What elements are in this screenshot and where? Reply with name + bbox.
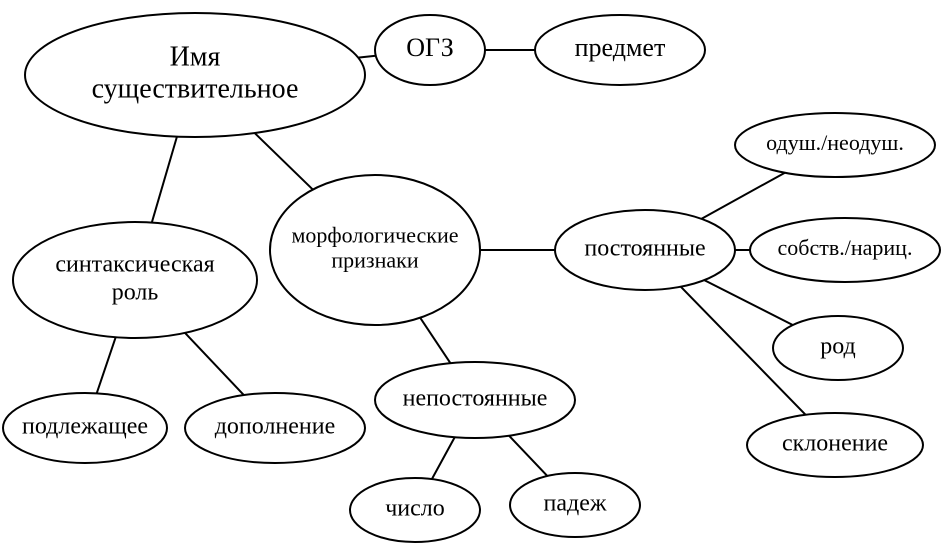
node-nonconstant-label-0: непостоянные: [403, 386, 548, 412]
node-morph-label-0: морфологические: [291, 222, 458, 247]
edge-nonconstant-case: [509, 436, 547, 476]
node-gender: род: [773, 316, 903, 380]
node-predmet: предмет: [535, 15, 705, 85]
edge-root-morph: [255, 133, 313, 190]
node-animate: одуш./неодуш.: [735, 113, 935, 177]
node-morph: морфологическиепризнаки: [270, 175, 480, 325]
node-root-label-0: Имя: [170, 41, 221, 72]
edge-root-ogz: [358, 56, 376, 58]
node-ogz: ОГЗ: [375, 15, 485, 85]
edge-morph-nonconstant: [420, 318, 450, 363]
node-syntax-label-1: роль: [112, 279, 159, 305]
node-proper-label-0: собств./нариц.: [778, 235, 913, 260]
node-proper: собств./нариц.: [750, 218, 940, 282]
edge-syntax-subject: [97, 337, 116, 393]
node-declension-label-0: склонение: [782, 431, 888, 457]
node-syntax: синтаксическаяроль: [13, 222, 257, 338]
node-syntax-label-0: синтаксическая: [55, 252, 214, 278]
node-constant: постоянные: [555, 210, 735, 290]
concept-map: Имясуществительное ОГЗ предмет синтаксическ…: [0, 0, 943, 551]
edge-syntax-object: [185, 333, 244, 395]
node-root-label-1: существительное: [92, 74, 299, 105]
node-number-label-0: число: [385, 496, 445, 522]
node-declension: склонение: [747, 413, 923, 477]
node-ogz-label-0: ОГЗ: [406, 33, 453, 62]
node-root: Имясуществительное: [25, 13, 365, 137]
node-object-label-0: дополнение: [215, 414, 336, 440]
node-animate-label-0: одуш./неодуш.: [766, 130, 904, 155]
node-subject: подлежащее: [3, 393, 167, 463]
nodes-layer: Имясуществительное ОГЗ предмет синтаксическ…: [3, 13, 940, 542]
node-case-label-0: падеж: [544, 491, 607, 517]
node-morph-label-1: признаки: [331, 248, 418, 273]
node-case: падеж: [510, 473, 640, 537]
edge-constant-gender: [704, 280, 792, 325]
node-nonconstant: непостоянные: [375, 362, 575, 438]
edge-root-syntax: [152, 137, 177, 223]
node-number: число: [350, 478, 480, 542]
edge-constant-animate: [701, 173, 784, 219]
node-predmet-label-0: предмет: [575, 33, 666, 62]
node-subject-label-0: подлежащее: [22, 414, 148, 440]
edge-nonconstant-number: [432, 437, 455, 479]
node-constant-label-0: постоянные: [584, 236, 705, 262]
node-gender-label-0: род: [820, 334, 856, 360]
node-object: дополнение: [185, 393, 365, 463]
